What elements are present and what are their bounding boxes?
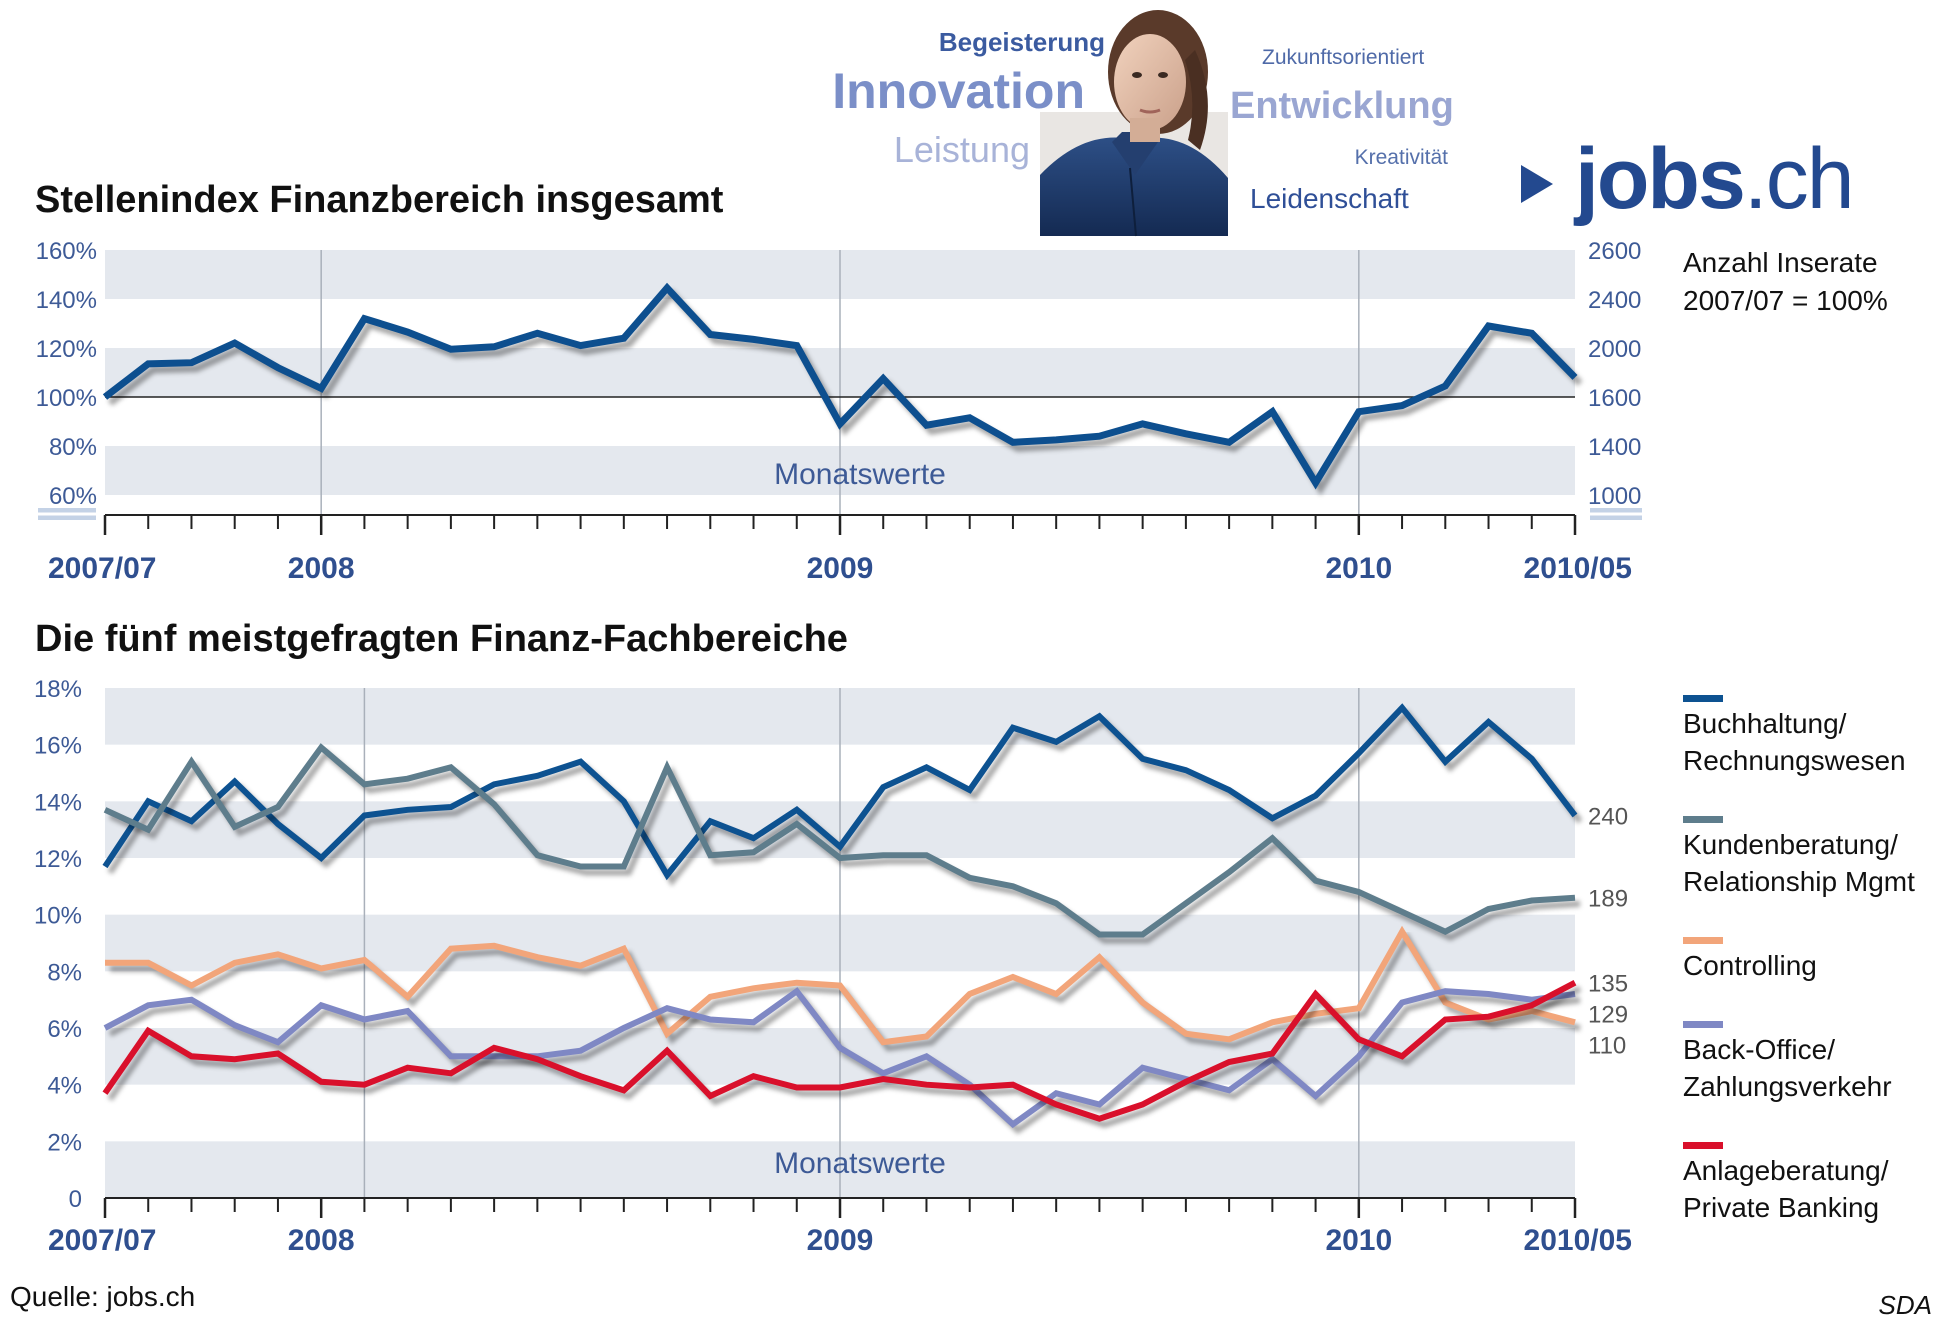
legend-swatch [1683,937,1723,944]
y-tick-label: 8% [47,959,82,986]
y-tick-label-left: 140% [36,287,97,314]
legend-label: Private Banking [1683,1192,1879,1223]
chart-fachbereiche: Die fünf meistgefragten Finanz-Fachberei… [34,618,1915,1257]
y-tick-label-right: 2400 [1588,287,1641,314]
legend-swatch [1683,695,1723,702]
series-end-label: 240 [1588,804,1628,831]
y-tick-label: 14% [34,789,82,816]
series-line [103,987,1576,1129]
y-tick-label: 4% [47,1073,82,1100]
series-end-label: 189 [1588,886,1628,913]
y-tick-label: 10% [34,903,82,930]
legend-label: Zahlungsverkehr [1683,1071,1892,1102]
buzzword: Entwicklung [1230,85,1454,127]
legend-swatch [1683,1021,1723,1028]
y-tick-label-left: 60% [49,483,97,510]
buzzword: Begeisterung [939,27,1105,57]
legend-label: Relationship Mgmt [1683,866,1915,897]
legend-swatch [1683,1142,1723,1149]
chart-stellenindex: Stellenindex Finanzbereich insgesamt Anz… [35,179,1888,585]
y-tick-label: 16% [34,733,82,760]
legend-label: Kundenberatung/ [1683,829,1898,860]
source-note: Quelle: jobs.ch [10,1281,195,1312]
x-tick-label: 2008 [288,552,355,585]
x-tick-label: 2010/05 [1524,1224,1632,1257]
chart-note-line: 2007/07 = 100% [1683,285,1888,316]
y-tick-label-left: 160% [36,238,97,265]
y-tick-label: 0 [69,1186,82,1213]
buzzword: Leistung [894,129,1030,170]
band-label: Monatswerte [774,458,946,491]
credit: SDA [1879,1290,1932,1318]
y-tick-label: 12% [34,846,82,873]
band-label: Monatswerte [774,1147,946,1180]
jobs-ch-logo: jobs.ch [1521,131,1855,227]
buzzword: Innovation [832,63,1085,119]
series-line [102,980,1577,1122]
logo-text: jobs.ch [1573,131,1853,227]
legend-label: Buchhaltung/ [1683,708,1847,739]
y-tick-label-left: 100% [36,385,97,412]
x-tick-label: 2009 [807,552,874,585]
x-tick-label: 2010 [1325,552,1392,585]
series-line [102,703,1578,881]
chart-title: Stellenindex Finanzbereich insgesamt [35,179,724,221]
buzzword: Kreativität [1355,146,1449,169]
series-end-label: 135 [1588,971,1628,998]
series-end-label: 129 [1588,1002,1628,1029]
x-tick-label: 2009 [807,1224,874,1257]
x-tick-label: 2007/07 [48,1224,156,1257]
chart-title: Die fünf meistgefragten Finanz-Fachberei… [35,618,848,660]
y-tick-label-right: 1600 [1588,385,1641,412]
x-tick-label: 2010/05 [1524,552,1632,585]
x-tick-label: 2008 [288,1224,355,1257]
series-line [103,743,1576,938]
y-tick-label: 6% [47,1016,82,1043]
buzzword: Leidenschaft [1250,183,1409,214]
buzzword: Zukunftsorientiert [1262,46,1424,69]
legend-label: Controlling [1683,950,1817,981]
legend-swatch [1683,816,1723,823]
series-end-label: 110 [1588,1033,1626,1060]
x-tick-label: 2010 [1325,1224,1392,1257]
x-tick-label: 2007/07 [48,552,156,585]
legend-label: Rechnungswesen [1683,745,1906,776]
header: Begeisterung Innovation Leistung Zukunft… [832,10,1855,237]
y-tick-label: 18% [34,676,82,703]
series-shadow [107,709,1583,887]
y-tick-label-right: 1000 [1588,483,1641,510]
series-shadow [107,288,1583,496]
y-tick-label-left: 120% [36,336,97,363]
portrait-image [1040,10,1228,237]
chart-note-line: Anzahl Inserate [1683,247,1878,278]
y-tick-label-right: 2600 [1588,238,1641,265]
series-line [102,282,1578,490]
legend-label: Anlageberatung/ [1683,1155,1889,1186]
y-tick-label: 2% [47,1129,82,1156]
y-tick-label-left: 80% [49,434,97,461]
y-tick-label-right: 1400 [1588,434,1641,461]
y-tick-label-right: 2000 [1588,336,1641,363]
play-icon [1521,165,1553,203]
legend-label: Back-Office/ [1683,1034,1835,1065]
